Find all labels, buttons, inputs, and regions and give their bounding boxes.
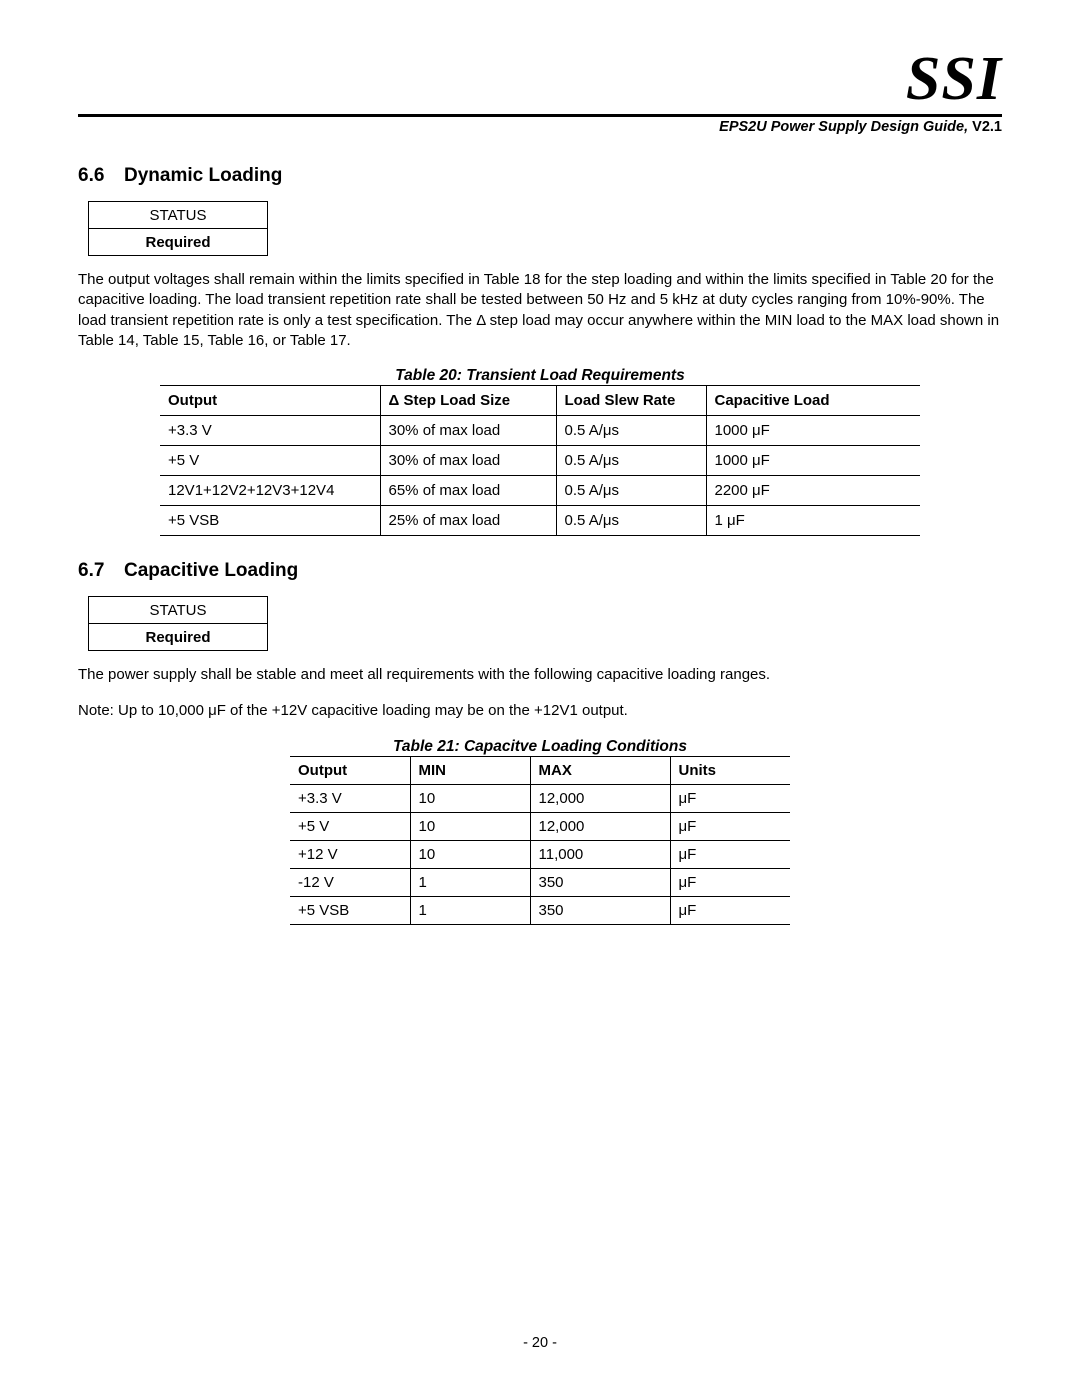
section-6-7-paragraph-2: Note: Up to 10,000 μF of the +12V capaci… xyxy=(78,701,1002,721)
table-cell: +3.3 V xyxy=(290,784,410,812)
table-cell: +5 VSB xyxy=(160,506,380,536)
table-cell: +5 V xyxy=(290,812,410,840)
status-label: STATUS xyxy=(89,202,267,228)
table-cell: 30% of max load xyxy=(380,446,556,476)
table-20-caption: Table 20: Transient Load Requirements xyxy=(78,367,1002,385)
table-header-cell: Load Slew Rate xyxy=(556,386,706,416)
section-6-6-title: Dynamic Loading xyxy=(124,165,282,186)
table-21: Output MIN MAX Units +3.3 V1012,000μF+5 … xyxy=(290,756,790,925)
table-row: Output Δ Step Load Size Load Slew Rate C… xyxy=(160,386,920,416)
section-6-7-heading: 6.7Capacitive Loading xyxy=(78,560,1002,582)
table-cell: μF xyxy=(670,868,790,896)
table-header-cell: MAX xyxy=(530,756,670,784)
section-6-7-number: 6.7 xyxy=(78,560,124,582)
doc-version: V2.1 xyxy=(968,119,1002,135)
table-header-cell: MIN xyxy=(410,756,530,784)
table-cell: +5 VSB xyxy=(290,896,410,924)
logo-text: SSI xyxy=(78,48,1002,110)
table-cell: 30% of max load xyxy=(380,416,556,446)
table-cell: 1000 μF xyxy=(706,446,920,476)
table-cell: 1 μF xyxy=(706,506,920,536)
table-cell: 10 xyxy=(410,812,530,840)
table-cell: 12,000 xyxy=(530,784,670,812)
table-cell: 65% of max load xyxy=(380,476,556,506)
status-box-6-7: STATUS Required xyxy=(88,596,268,651)
table-cell: 10 xyxy=(410,784,530,812)
table-cell: 25% of max load xyxy=(380,506,556,536)
table-cell: 0.5 A/μs xyxy=(556,506,706,536)
table-row: +5 VSB25% of max load0.5 A/μs1 μF xyxy=(160,506,920,536)
section-6-6-paragraph: The output voltages shall remain within … xyxy=(78,270,1002,351)
table-header-cell: Capacitive Load xyxy=(706,386,920,416)
table-header-cell: Output xyxy=(290,756,410,784)
table-cell: +12 V xyxy=(290,840,410,868)
table-cell: 1 xyxy=(410,868,530,896)
table-cell: +5 V xyxy=(160,446,380,476)
table-cell: μF xyxy=(670,784,790,812)
table-cell: 10 xyxy=(410,840,530,868)
table-cell: 1 xyxy=(410,896,530,924)
table-cell: 2200 μF xyxy=(706,476,920,506)
table-21-caption: Table 21: Capacitve Loading Conditions xyxy=(78,738,1002,756)
page-number: - 20 - xyxy=(0,1335,1080,1351)
table-cell: 0.5 A/μs xyxy=(556,416,706,446)
table-20: Output Δ Step Load Size Load Slew Rate C… xyxy=(160,385,920,536)
table-header-cell: Units xyxy=(670,756,790,784)
table-cell: 350 xyxy=(530,896,670,924)
table-cell: 1000 μF xyxy=(706,416,920,446)
table-row: +5 V1012,000μF xyxy=(290,812,790,840)
table-row: +5 VSB1350μF xyxy=(290,896,790,924)
table-row: +3.3 V1012,000μF xyxy=(290,784,790,812)
table-cell: 11,000 xyxy=(530,840,670,868)
table-cell: +3.3 V xyxy=(160,416,380,446)
table-header-cell: Output xyxy=(160,386,380,416)
table-cell: -12 V xyxy=(290,868,410,896)
table-row: Output MIN MAX Units xyxy=(290,756,790,784)
table-row: 12V1+12V2+12V3+12V465% of max load0.5 A/… xyxy=(160,476,920,506)
table-cell: μF xyxy=(670,812,790,840)
section-6-7-paragraph-1: The power supply shall be stable and mee… xyxy=(78,665,1002,685)
table-row: +3.3 V30% of max load0.5 A/μs1000 μF xyxy=(160,416,920,446)
doc-subtitle: EPS2U Power Supply Design Guide, V2.1 xyxy=(78,119,1002,135)
header-rule xyxy=(78,114,1002,117)
section-6-7-title: Capacitive Loading xyxy=(124,560,298,581)
table-cell: μF xyxy=(670,840,790,868)
table-cell: 12,000 xyxy=(530,812,670,840)
page-header: SSI EPS2U Power Supply Design Guide, V2.… xyxy=(78,48,1002,135)
table-row: +12 V1011,000μF xyxy=(290,840,790,868)
status-box-6-6: STATUS Required xyxy=(88,201,268,256)
table-cell: μF xyxy=(670,896,790,924)
table-row: -12 V1350μF xyxy=(290,868,790,896)
table-header-cell: Δ Step Load Size xyxy=(380,386,556,416)
doc-title-italic: EPS2U Power Supply Design Guide, xyxy=(719,119,968,135)
table-row: +5 V30% of max load0.5 A/μs1000 μF xyxy=(160,446,920,476)
table-cell: 0.5 A/μs xyxy=(556,446,706,476)
status-label: STATUS xyxy=(89,597,267,623)
section-6-6-number: 6.6 xyxy=(78,165,124,187)
status-value: Required xyxy=(89,623,267,650)
table-cell: 350 xyxy=(530,868,670,896)
status-value: Required xyxy=(89,228,267,255)
table-cell: 12V1+12V2+12V3+12V4 xyxy=(160,476,380,506)
table-cell: 0.5 A/μs xyxy=(556,476,706,506)
section-6-6-heading: 6.6Dynamic Loading xyxy=(78,165,1002,187)
